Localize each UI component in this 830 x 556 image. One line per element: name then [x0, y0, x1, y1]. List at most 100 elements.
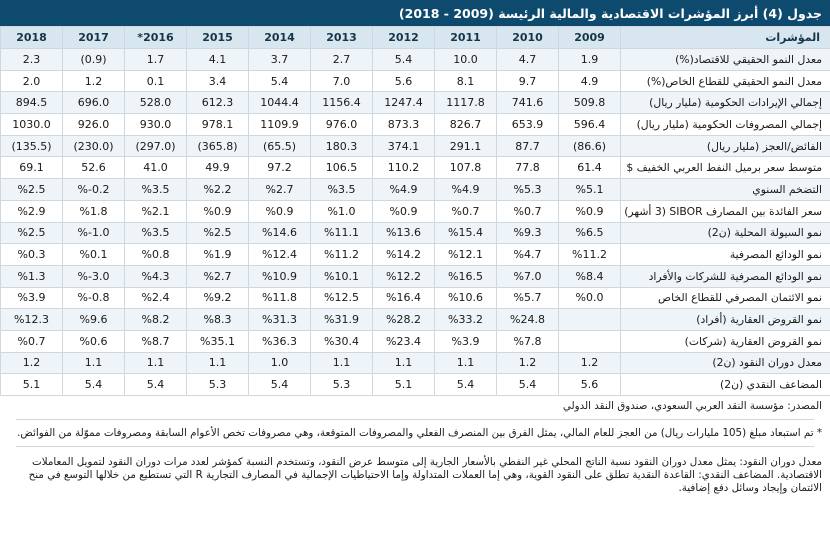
- table-cell: %2.7: [186, 264, 249, 288]
- table-cell: 1.7: [124, 48, 187, 71]
- table-cell: %4.3: [124, 264, 187, 288]
- table-cell: 2.3: [0, 48, 63, 71]
- table-row: معدل النمو الحقيقي للقطاع الخاص(%) 4.9 9.7…: [0, 69, 830, 93]
- table-cell: %30.4: [310, 329, 373, 353]
- table-cell: %1.0: [310, 199, 373, 223]
- table-row: نمو الودائع المصرفية %11.2 %4.7 %12.1 %14.2%…: [0, 243, 830, 266]
- table-cell: 5.1: [0, 373, 63, 396]
- table-cell: 52.6: [62, 156, 125, 180]
- row-label: إجمالي الإيرادات الحكومية (مليار ريال): [620, 91, 830, 115]
- table-cell: 653.9: [496, 113, 559, 136]
- table-cell: %8.2: [124, 308, 187, 331]
- table-cell: 1.1: [186, 351, 249, 375]
- row-label: متوسط سعر برميل النفط العربي الخفيف $: [620, 156, 830, 180]
- table-row: نمو القروض العقارية (شركات) %7.8 %3.9 %23.4…: [0, 329, 830, 353]
- table-cell: %0.9: [186, 199, 249, 223]
- table-cell: (365.8): [186, 134, 249, 158]
- table-cell: %14.2: [372, 243, 435, 266]
- table-cell: %31.3: [248, 308, 311, 331]
- table-row: نمو الائتمان المصرفي للقطاع الخاص %0.0 %5.…: [0, 286, 830, 310]
- header-year: 2017: [62, 26, 125, 49]
- table-cell: %16.5: [434, 264, 497, 288]
- table-cell: %0.1: [62, 243, 125, 266]
- table-cell: %6.5: [558, 221, 621, 245]
- table-cell: %5.1: [558, 178, 621, 201]
- header-year: 2010: [496, 26, 559, 49]
- table-cell: (65.5): [248, 134, 311, 158]
- header-year: 2018: [0, 26, 63, 49]
- table-cell: %14.6: [248, 221, 311, 245]
- row-label: التضخم السنوي: [620, 178, 830, 201]
- table-cell: %5.7: [496, 286, 559, 310]
- table-cell: 826.7: [434, 113, 497, 136]
- divider: [16, 446, 814, 447]
- table-row: إجمالي الإيرادات الحكومية (مليار ريال) 50…: [0, 91, 830, 115]
- table-row: معدل دوران النقود (ن2) 1.2 1.2 1.1 1.1 1.1 1.0…: [0, 351, 830, 375]
- table-cell: [558, 308, 621, 331]
- table-cell: %8.7: [124, 329, 187, 353]
- row-label: نمو القروض العقارية (أفراد): [620, 308, 830, 331]
- table-cell: %2.9: [0, 199, 63, 223]
- row-label: إجمالي المصروفات الحكومية (مليار ريال): [620, 113, 830, 136]
- header-year: 2016*: [124, 26, 187, 49]
- divider: [16, 419, 814, 420]
- indicators-table: المؤشرات 2009 2010 2011 2012 2013 2014 2…: [0, 26, 830, 396]
- table-cell: 1.1: [124, 351, 187, 375]
- row-label: نمو القروض العقارية (شركات): [620, 329, 830, 353]
- table-cell: %-3.0: [62, 264, 125, 288]
- table-cell: 291.1: [434, 134, 497, 158]
- table-cell: 5.4: [372, 48, 435, 71]
- table-cell: %5.3: [496, 178, 559, 201]
- table-row: نمو السيولة المحلية (ن2) %6.5 %9.3 %15.4 %13…: [0, 221, 830, 245]
- table-cell: 1.2: [62, 69, 125, 93]
- table-cell: 1044.4: [248, 91, 311, 115]
- table-row: إجمالي المصروفات الحكومية (مليار ريال) 59…: [0, 113, 830, 136]
- table-cell: %0.3: [0, 243, 63, 266]
- table-cell: %0.7: [434, 199, 497, 223]
- header-row: المؤشرات 2009 2010 2011 2012 2013 2014 2…: [0, 26, 830, 49]
- table-cell: 926.0: [62, 113, 125, 136]
- table-cell: 1.9: [558, 48, 621, 71]
- table-cell: %1.8: [62, 199, 125, 223]
- table-cell: 596.4: [558, 113, 621, 136]
- table-cell: %0.9: [558, 199, 621, 223]
- table-cell: %0.9: [248, 199, 311, 223]
- table-cell: 41.0: [124, 156, 187, 180]
- table-cell: %11.8: [248, 286, 311, 310]
- table-cell: 4.1: [186, 48, 249, 71]
- header-indicators: المؤشرات: [620, 26, 830, 49]
- table-cell: 1.1: [434, 351, 497, 375]
- table-cell: %7.8: [496, 329, 559, 353]
- table-cell: 741.6: [496, 91, 559, 115]
- table-cell: 1117.8: [434, 91, 497, 115]
- table-cell: %28.2: [372, 308, 435, 331]
- table-cell: 1109.9: [248, 113, 311, 136]
- table-cell: (0.9): [62, 48, 125, 71]
- table-cell: %0.0: [558, 286, 621, 310]
- table-cell: (297.0): [124, 134, 187, 158]
- table-cell: 5.4: [248, 69, 311, 93]
- table-cell: 5.6: [372, 69, 435, 93]
- row-label: نمو الودائع المصرفية: [620, 243, 830, 266]
- table-cell: %3.9: [0, 286, 63, 310]
- table-cell: 2.7: [310, 48, 373, 71]
- table-cell: %0.9: [372, 199, 435, 223]
- table-cell: 5.6: [558, 373, 621, 396]
- table-cell: %31.9: [310, 308, 373, 331]
- table-cell: 696.0: [62, 91, 125, 115]
- table-cell: 5.4: [496, 373, 559, 396]
- table-row: المضاعف النقدي (ن2) 5.6 5.4 5.4 5.1 5.3 5.4 5.3…: [0, 373, 830, 396]
- table-cell: 1.2: [558, 351, 621, 375]
- table-cell: 1247.4: [372, 91, 435, 115]
- table-cell: 4.9: [558, 69, 621, 93]
- table-row: متوسط سعر برميل النفط العربي الخفيف $61.…: [0, 156, 830, 180]
- table-cell: 528.0: [124, 91, 187, 115]
- table-cell: %33.2: [434, 308, 497, 331]
- table-cell: %8.3: [186, 308, 249, 331]
- table-cell: 930.0: [124, 113, 187, 136]
- table-cell: %1.9: [186, 243, 249, 266]
- table-cell: %7.0: [496, 264, 559, 288]
- table-cell: 978.1: [186, 113, 249, 136]
- table-cell: 61.4: [558, 156, 621, 180]
- row-label: نمو السيولة المحلية (ن2): [620, 221, 830, 245]
